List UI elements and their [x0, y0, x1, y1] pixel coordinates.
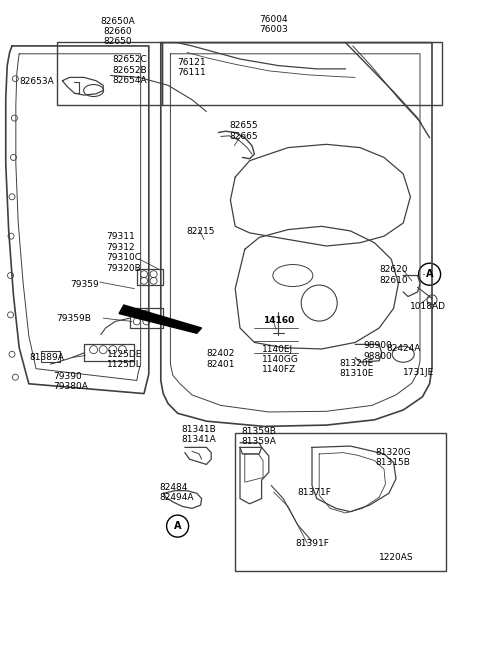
- Text: A: A: [426, 269, 433, 279]
- Text: 81320G
81315B: 81320G 81315B: [375, 447, 411, 467]
- Text: 82402
82401: 82402 82401: [206, 349, 235, 369]
- Text: 82215: 82215: [186, 227, 215, 236]
- Text: 81359B
81359A: 81359B 81359A: [241, 426, 276, 446]
- Text: 82424A: 82424A: [386, 344, 421, 353]
- Text: 1140EJ
1140GG
1140FZ: 1140EJ 1140GG 1140FZ: [262, 344, 299, 375]
- Text: 81389A: 81389A: [30, 353, 65, 362]
- Text: 79359B: 79359B: [56, 314, 91, 323]
- Text: 1220AS: 1220AS: [379, 553, 414, 562]
- Text: 76121
76111: 76121 76111: [178, 58, 206, 77]
- Text: 76004
76003: 76004 76003: [259, 14, 288, 34]
- Text: A: A: [174, 521, 181, 531]
- Text: 82655
82665: 82655 82665: [229, 121, 258, 141]
- Text: 14160: 14160: [263, 316, 294, 325]
- Bar: [57, 42, 162, 105]
- Text: 1731JE: 1731JE: [403, 368, 434, 377]
- Text: 82650A
82660
82650: 82650A 82660 82650: [100, 16, 135, 47]
- Text: 79390
79380A: 79390 79380A: [53, 372, 88, 392]
- Text: 79311
79312
79310C
79320B: 79311 79312 79310C 79320B: [107, 232, 142, 273]
- Bar: [235, 433, 446, 571]
- Text: 82484
82494A: 82484 82494A: [159, 483, 194, 502]
- Text: 79359: 79359: [71, 280, 99, 289]
- Text: 81391F: 81391F: [295, 539, 329, 548]
- Text: 82653A: 82653A: [19, 77, 54, 86]
- Text: 1125DE
1125DL: 1125DE 1125DL: [107, 350, 142, 369]
- Polygon shape: [119, 305, 202, 333]
- Bar: [162, 42, 442, 105]
- Text: 98900
98800: 98900 98800: [364, 341, 393, 361]
- Text: 81341B
81341A: 81341B 81341A: [181, 424, 216, 444]
- Text: 82652C
82652B
82654A: 82652C 82652B 82654A: [113, 55, 147, 85]
- Text: 82620
82610: 82620 82610: [379, 265, 408, 285]
- Text: 1018AD: 1018AD: [410, 302, 446, 311]
- Text: 81371F: 81371F: [298, 488, 332, 497]
- Text: 81320E
81310E: 81320E 81310E: [339, 359, 374, 379]
